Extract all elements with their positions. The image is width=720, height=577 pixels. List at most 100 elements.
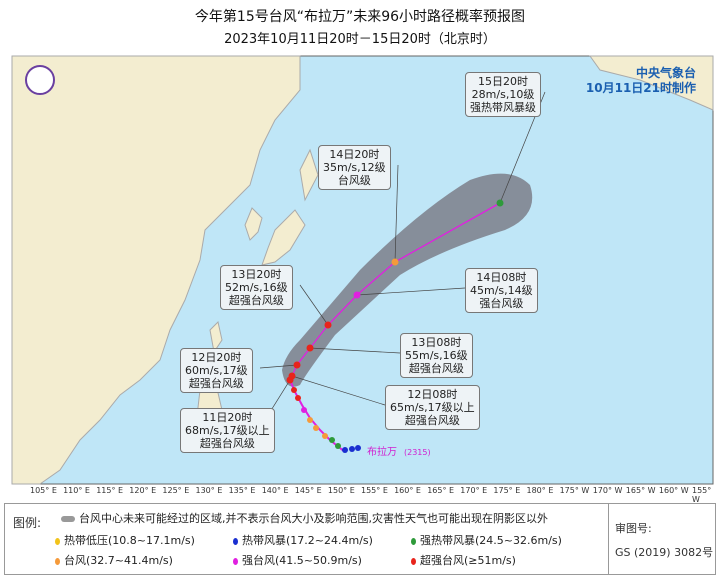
storm-code: (2315) — [404, 448, 431, 457]
lon-tick-label: 155° E — [361, 486, 388, 495]
past-point — [301, 407, 307, 413]
forecast-point — [293, 361, 301, 369]
storm-name: 布拉万 — [367, 445, 397, 458]
lon-tick-label: 120° E — [129, 486, 157, 495]
forecast-label: 15日20时 28m/s,10级 强热带风暴级 — [465, 72, 541, 117]
leader-line — [356, 287, 466, 296]
legend: 图例: 台风中心未来可能经过的区域,并不表示台风大小及影响范围,灾害性天气也可能… — [4, 503, 716, 575]
forecast-wind: 60m/s,17级 — [185, 364, 248, 377]
asia-mainland — [11, 55, 301, 485]
probability-cone — [282, 173, 533, 387]
legend-item: 强热带风暴(24.5~32.6m/s) — [411, 532, 562, 548]
lon-tick-label: 160° E — [394, 486, 421, 495]
review-panel: 审图号: GS (2019) 3082号 — [608, 504, 716, 574]
forecast-level: 台风级 — [337, 174, 371, 187]
lon-tick-label: 155° W — [692, 486, 712, 504]
lon-tick-label: 145° E — [294, 486, 322, 495]
issued-time: 10月11日21时制作 — [585, 81, 696, 95]
forecast-level: 超强台风级 — [404, 414, 460, 427]
forecast-time: 13日20时 — [231, 268, 282, 281]
legend-item: 超强台风(≥51m/s) — [411, 552, 516, 568]
lon-tick-label: 140° E — [261, 486, 289, 495]
legend-dot-icon — [233, 537, 238, 545]
legend-dot-icon — [411, 557, 416, 565]
forecast-label: 14日08时 45m/s,14级 强台风级 — [465, 268, 538, 313]
forecast-label: 12日20时 60m/s,17级 超强台风级 — [180, 348, 253, 393]
map-title: 今年第15号台风“布拉万”未来96小时路径概率预报图 — [194, 9, 526, 25]
legend-item: 热带低压(10.8~17.1m/s) — [55, 532, 195, 548]
legend-item-label: 强台风(41.5~50.9m/s) — [242, 554, 362, 567]
legend-item-label: 热带低压(10.8~17.1m/s) — [64, 534, 195, 547]
forecast-wind: 52m/s,16级 — [225, 281, 288, 294]
legend-item-label: 超强台风(≥51m/s) — [420, 554, 516, 567]
lon-tick-label: 170° W — [592, 486, 623, 495]
lon-tick-label: 170° E — [460, 486, 488, 495]
legend-item: 强台风(41.5~50.9m/s) — [233, 552, 362, 568]
lon-tick-label: 175° W — [559, 486, 590, 495]
forecast-point — [306, 344, 314, 352]
forecast-wind: 65m/s,17级以上 — [390, 401, 475, 414]
forecast-point — [288, 372, 296, 380]
past-point — [295, 395, 301, 401]
lon-tick-label: 160° W — [658, 486, 689, 495]
legend-title: 图例: — [13, 516, 42, 530]
legend-dot-icon — [411, 537, 416, 545]
lon-tick-label: 135° E — [228, 486, 256, 495]
lon-tick-label: 180° E — [526, 486, 554, 495]
map-subtitle: 2023年10月11日20时－15日20时（北京时） — [224, 32, 496, 47]
forecast-label: 13日08时 55m/s,16级 超强台风级 — [400, 333, 473, 378]
lon-tick-label: 150° E — [327, 486, 355, 495]
forecast-point — [324, 321, 332, 329]
lon-tick-label: 175° E — [493, 486, 521, 495]
alaska — [589, 55, 714, 111]
forecast-wind: 28m/s,10级 — [471, 88, 535, 101]
past-point — [342, 447, 348, 453]
legend-item: 台风(32.7~41.4m/s) — [55, 552, 173, 568]
legend-item-label: 台风(32.7~41.4m/s) — [64, 554, 173, 567]
lon-tick-label: 165° E — [427, 486, 455, 495]
past-point — [307, 417, 313, 423]
forecast-label: 11日20时 68m/s,17级以上 超强台风级 — [180, 408, 275, 453]
lon-tick-label: 130° E — [195, 486, 223, 495]
forecast-time: 13日08时 — [411, 336, 462, 349]
forecast-label: 13日20时 52m/s,16级 超强台风级 — [220, 265, 293, 310]
lon-tick-label: 110° E — [63, 486, 90, 495]
legend-dot-icon — [55, 557, 60, 565]
past-point — [313, 425, 319, 431]
forecast-level: 强台风级 — [479, 297, 524, 310]
past-point — [291, 387, 297, 393]
forecast-time: 14日20时 — [329, 148, 380, 161]
forecast-time: 14日08时 — [476, 271, 527, 284]
review-number: GS (2019) 3082号 — [615, 546, 714, 559]
cma-logo — [25, 65, 55, 95]
forecast-time: 15日20时 — [478, 75, 528, 88]
past-point — [329, 437, 335, 443]
leader-line — [299, 284, 329, 326]
leader-line — [309, 347, 401, 354]
forecast-time: 12日20时 — [191, 351, 242, 364]
leader-line — [394, 164, 399, 263]
lon-tick-label: 115° E — [96, 486, 124, 495]
leader-line — [291, 375, 386, 406]
legend-dot-icon — [233, 557, 238, 565]
agency-name: 中央气象台 — [635, 66, 696, 80]
forecast-label: 12日08时 65m/s,17级以上 超强台风级 — [385, 385, 480, 430]
forecast-label: 14日20时 35m/s,12级 台风级 — [318, 145, 391, 190]
forecast-level: 超强台风级 — [228, 294, 284, 307]
leader-line — [259, 364, 298, 369]
forecast-point — [391, 258, 399, 266]
legend-cone-text: 台风中心未来可能经过的区域,并不表示台风大小及影响范围,灾害性天气也可能出现在阴… — [79, 512, 548, 525]
legend-item-label: 热带风暴(17.2~24.4m/s) — [242, 534, 373, 547]
past-point — [349, 446, 355, 452]
legend-item-label: 强热带风暴(24.5~32.6m/s) — [420, 534, 562, 547]
legend-cone: 台风中心未来可能经过的区域,并不表示台风大小及影响范围,灾害性天气也可能出现在阴… — [61, 510, 548, 526]
past-point — [355, 445, 361, 451]
forecast-wind: 45m/s,14级 — [470, 284, 533, 297]
forecast-time: 11日20时 — [202, 411, 253, 424]
forecast-level: 超强台风级 — [199, 437, 255, 450]
review-label: 审图号: — [615, 522, 652, 535]
forecast-level: 超强台风级 — [188, 377, 244, 390]
past-point — [322, 433, 328, 439]
forecast-time: 12日08时 — [407, 388, 458, 401]
lon-tick-label: 105° E — [30, 486, 57, 495]
